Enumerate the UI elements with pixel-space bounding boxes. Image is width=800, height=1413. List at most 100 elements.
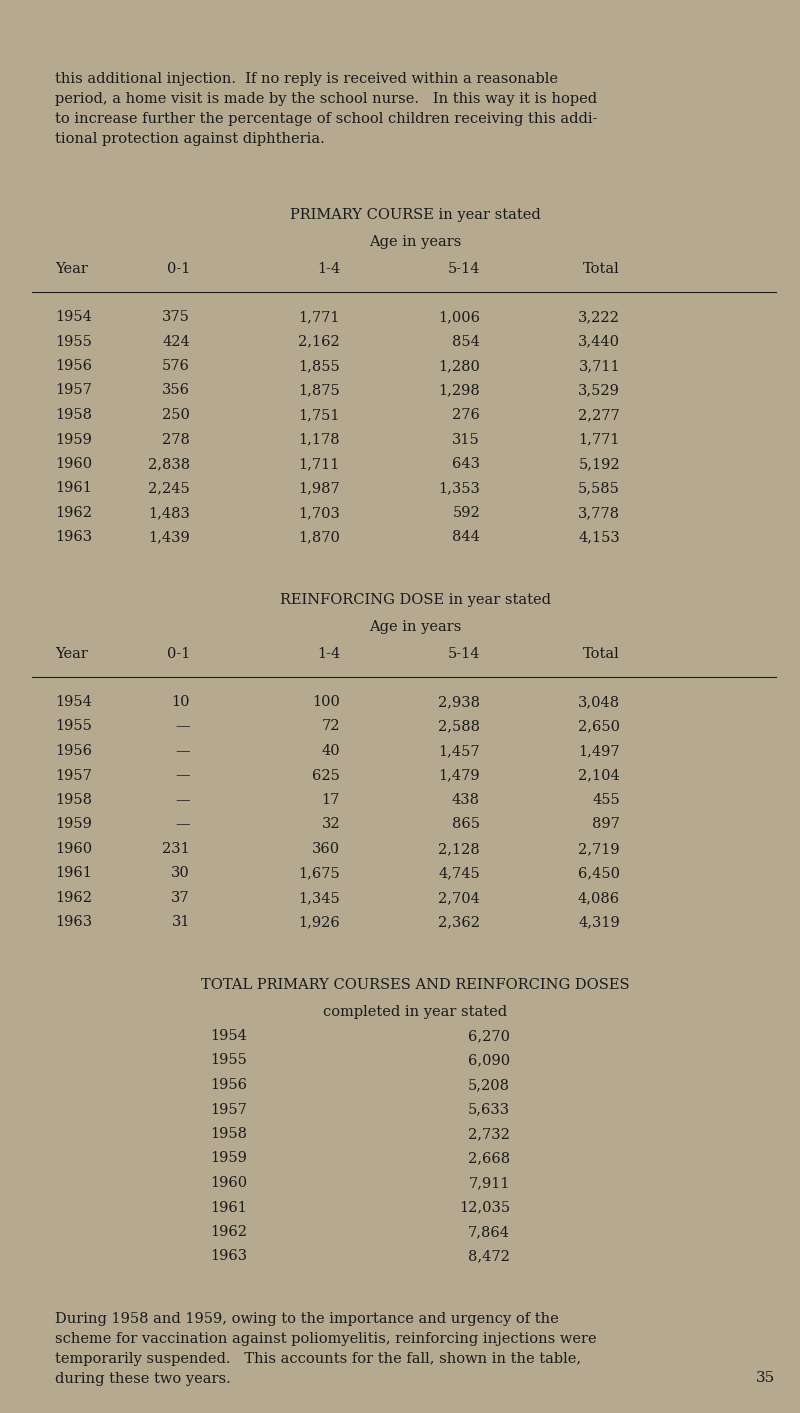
Text: 1955: 1955 — [55, 719, 92, 733]
Text: 1-4: 1-4 — [317, 261, 340, 276]
Text: 1,483: 1,483 — [148, 506, 190, 520]
Text: 1956: 1956 — [210, 1078, 247, 1092]
Text: 1960: 1960 — [55, 456, 92, 471]
Text: 1960: 1960 — [210, 1176, 247, 1190]
Text: 1962: 1962 — [55, 892, 92, 904]
Text: 5-14: 5-14 — [447, 261, 480, 276]
Text: 1957: 1957 — [55, 383, 92, 397]
Text: 35: 35 — [756, 1371, 775, 1385]
Text: 1956: 1956 — [55, 745, 92, 757]
Text: 4,319: 4,319 — [578, 916, 620, 930]
Text: 100: 100 — [312, 695, 340, 709]
Text: 1,497: 1,497 — [578, 745, 620, 757]
Text: 1,870: 1,870 — [298, 530, 340, 544]
Text: 1,875: 1,875 — [298, 383, 340, 397]
Text: 1963: 1963 — [210, 1249, 247, 1263]
Text: —: — — [175, 769, 190, 783]
Text: 2,838: 2,838 — [148, 456, 190, 471]
Text: 2,704: 2,704 — [438, 892, 480, 904]
Text: 2,938: 2,938 — [438, 695, 480, 709]
Text: 7,864: 7,864 — [468, 1225, 510, 1239]
Text: 5,208: 5,208 — [468, 1078, 510, 1092]
Text: 8,472: 8,472 — [468, 1249, 510, 1263]
Text: 844: 844 — [452, 530, 480, 544]
Text: —: — — [175, 818, 190, 831]
Text: 315: 315 — [452, 432, 480, 447]
Text: 1,926: 1,926 — [298, 916, 340, 930]
Text: 360: 360 — [312, 842, 340, 856]
Text: 1957: 1957 — [55, 769, 92, 783]
Text: 1,006: 1,006 — [438, 309, 480, 324]
Text: 5,633: 5,633 — [468, 1102, 510, 1116]
Text: 1,178: 1,178 — [298, 432, 340, 447]
Text: 5,192: 5,192 — [578, 456, 620, 471]
Text: 1962: 1962 — [210, 1225, 247, 1239]
Text: 31: 31 — [171, 916, 190, 930]
Text: 1958: 1958 — [55, 793, 92, 807]
Text: 438: 438 — [452, 793, 480, 807]
Text: 4,153: 4,153 — [578, 530, 620, 544]
Text: 1,280: 1,280 — [438, 359, 480, 373]
Text: 32: 32 — [322, 818, 340, 831]
Text: 3,711: 3,711 — [578, 359, 620, 373]
Text: 1954: 1954 — [210, 1029, 247, 1043]
Text: —: — — [175, 719, 190, 733]
Text: 576: 576 — [162, 359, 190, 373]
Text: 1,711: 1,711 — [298, 456, 340, 471]
Text: 1957: 1957 — [210, 1102, 247, 1116]
Text: 1,771: 1,771 — [298, 309, 340, 324]
Text: 3,529: 3,529 — [578, 383, 620, 397]
Text: —: — — [175, 745, 190, 757]
Text: 1-4: 1-4 — [317, 647, 340, 661]
Text: 5,585: 5,585 — [578, 482, 620, 496]
Text: 12,035: 12,035 — [459, 1201, 510, 1215]
Text: 1961: 1961 — [55, 866, 92, 880]
Text: 0-1: 0-1 — [166, 647, 190, 661]
Text: REINFORCING DOSE in year stated: REINFORCING DOSE in year stated — [279, 593, 550, 608]
Text: 1,771: 1,771 — [578, 432, 620, 447]
Text: During 1958 and 1959, owing to the importance and urgency of the
scheme for vacc: During 1958 and 1959, owing to the impor… — [55, 1313, 597, 1386]
Text: 2,732: 2,732 — [468, 1128, 510, 1142]
Text: 276: 276 — [452, 408, 480, 422]
Text: Year: Year — [55, 261, 88, 276]
Text: 2,128: 2,128 — [438, 842, 480, 856]
Text: 2,650: 2,650 — [578, 719, 620, 733]
Text: 250: 250 — [162, 408, 190, 422]
Text: 1,298: 1,298 — [438, 383, 480, 397]
Text: Total: Total — [583, 261, 620, 276]
Text: 455: 455 — [592, 793, 620, 807]
Text: 1959: 1959 — [210, 1152, 247, 1166]
Text: 72: 72 — [322, 719, 340, 733]
Text: 375: 375 — [162, 309, 190, 324]
Text: 1,987: 1,987 — [298, 482, 340, 496]
Text: 897: 897 — [592, 818, 620, 831]
Text: 2,104: 2,104 — [578, 769, 620, 783]
Text: this additional injection.  If no reply is received within a reasonable
period, : this additional injection. If no reply i… — [55, 72, 598, 146]
Text: Age in years: Age in years — [369, 620, 461, 634]
Text: 6,090: 6,090 — [468, 1054, 510, 1067]
Text: —: — — [175, 793, 190, 807]
Text: 2,362: 2,362 — [438, 916, 480, 930]
Text: 1955: 1955 — [55, 335, 92, 349]
Text: 3,440: 3,440 — [578, 335, 620, 349]
Text: 2,719: 2,719 — [578, 842, 620, 856]
Text: Total: Total — [583, 647, 620, 661]
Text: completed in year stated: completed in year stated — [323, 1005, 507, 1019]
Text: 0-1: 0-1 — [166, 261, 190, 276]
Text: 1954: 1954 — [55, 695, 92, 709]
Text: 6,270: 6,270 — [468, 1029, 510, 1043]
Text: 1,703: 1,703 — [298, 506, 340, 520]
Text: 3,048: 3,048 — [578, 695, 620, 709]
Text: 854: 854 — [452, 335, 480, 349]
Text: 10: 10 — [171, 695, 190, 709]
Text: Year: Year — [55, 647, 88, 661]
Text: TOTAL PRIMARY COURSES AND REINFORCING DOSES: TOTAL PRIMARY COURSES AND REINFORCING DO… — [201, 978, 630, 992]
Text: 5-14: 5-14 — [447, 647, 480, 661]
Text: 625: 625 — [312, 769, 340, 783]
Text: 1,479: 1,479 — [438, 769, 480, 783]
Text: 3,222: 3,222 — [578, 309, 620, 324]
Text: 1961: 1961 — [55, 482, 92, 496]
Text: 865: 865 — [452, 818, 480, 831]
Text: 7,911: 7,911 — [469, 1176, 510, 1190]
Text: 1963: 1963 — [55, 530, 92, 544]
